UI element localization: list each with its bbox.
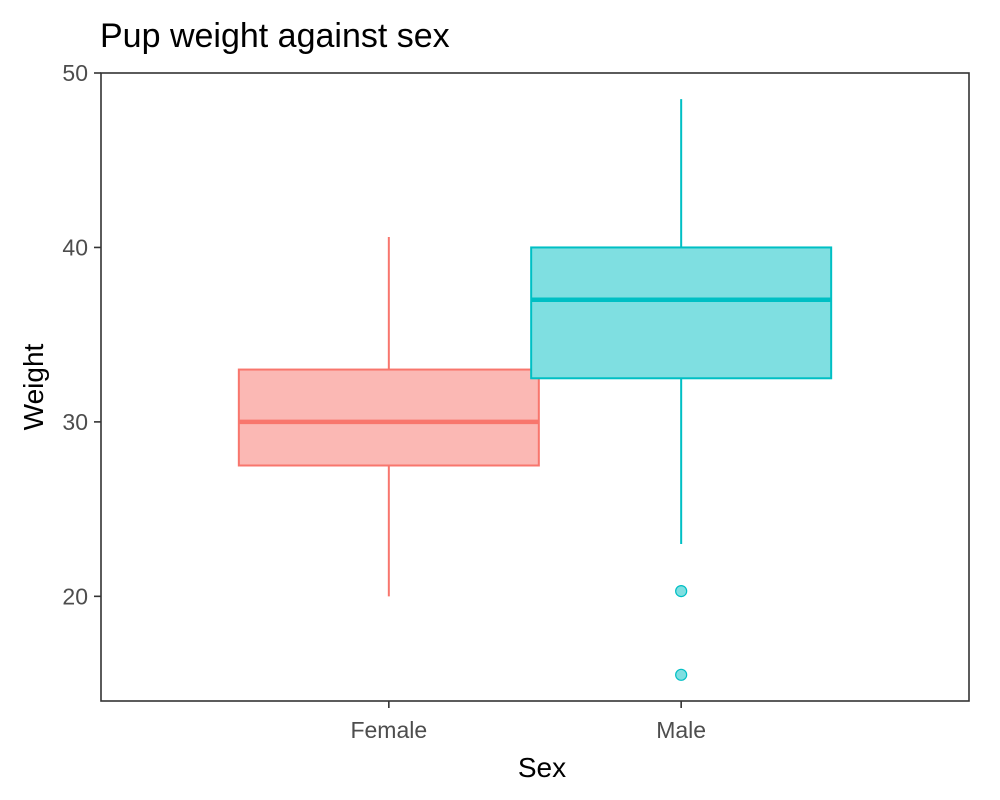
y-tick-label: 20 <box>62 583 88 609</box>
x-tick-label: Male <box>656 717 706 743</box>
outlier-point <box>675 584 688 598</box>
chart-title: Pup weight against sex <box>100 17 450 55</box>
y-tick-label: 40 <box>62 234 88 260</box>
boxes-layer <box>237 99 833 681</box>
box-iqr <box>237 368 540 467</box>
y-tick-label: 30 <box>62 409 88 435</box>
box-female <box>237 236 540 597</box>
box-iqr <box>530 246 833 380</box>
x-axis-title: Sex <box>518 752 566 783</box>
x-tick-label: Female <box>350 717 427 743</box>
y-axis-title: Weight <box>18 343 49 430</box>
y-axis: 20 30 40 50 <box>62 60 101 609</box>
outlier-point <box>675 668 688 681</box>
box-male <box>530 99 833 681</box>
y-tick-label: 50 <box>62 60 88 86</box>
x-axis: Female Male <box>350 701 706 743</box>
